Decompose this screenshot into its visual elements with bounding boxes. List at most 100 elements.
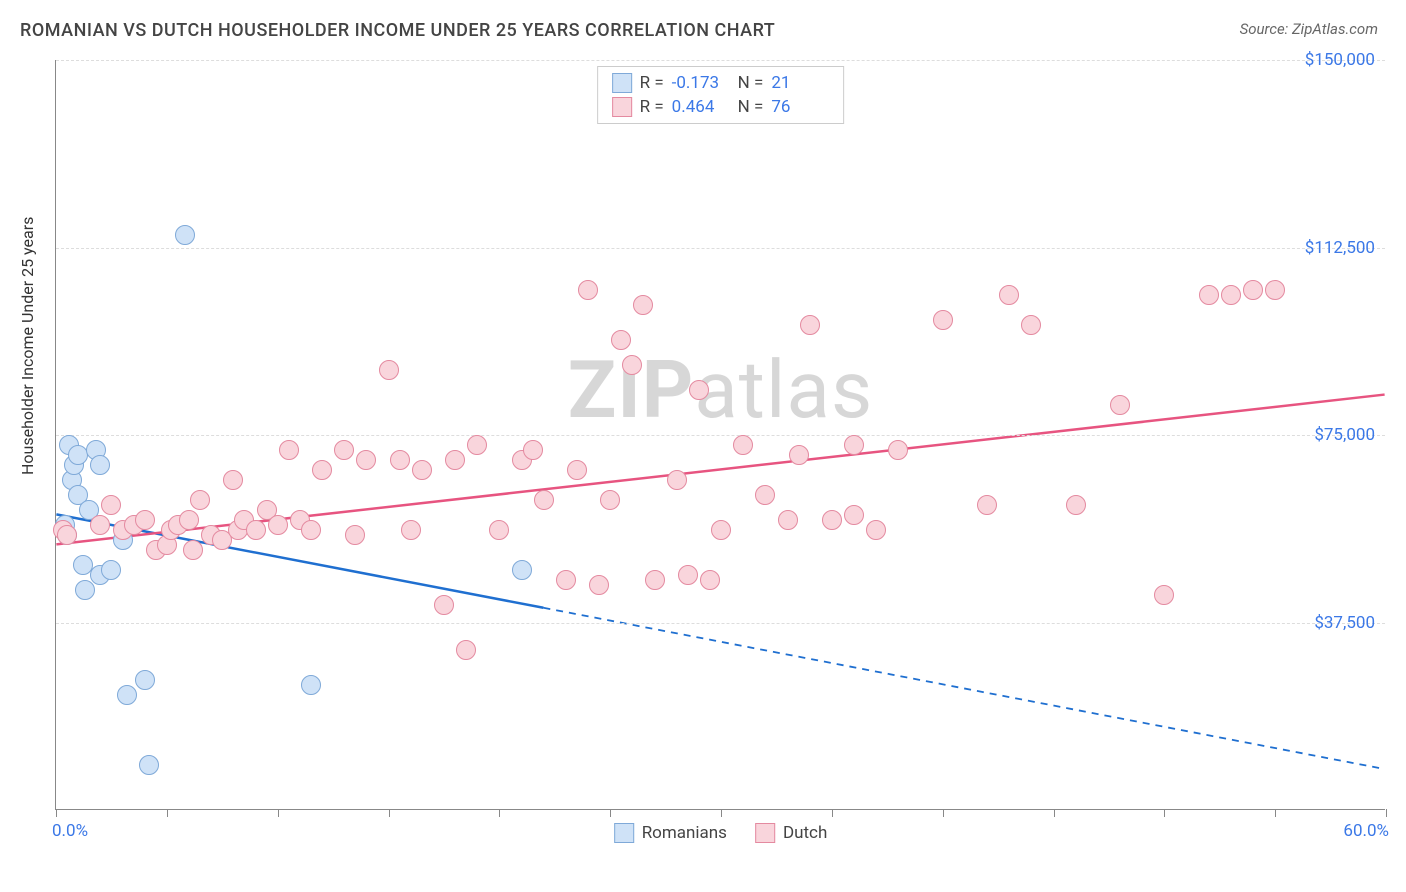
data-point xyxy=(689,380,709,400)
x-tick xyxy=(1275,809,1276,817)
source-label: Source: ZipAtlas.com xyxy=(1240,20,1378,38)
legend-swatch-romanians xyxy=(614,823,634,843)
data-point xyxy=(179,510,199,530)
data-point xyxy=(933,310,953,330)
data-point xyxy=(445,450,465,470)
data-point xyxy=(1243,280,1263,300)
data-point xyxy=(246,520,266,540)
data-point xyxy=(822,510,842,530)
data-point xyxy=(711,520,731,540)
chart-area: Householder Income Under 25 years ZIPatl… xyxy=(0,55,1406,870)
data-point xyxy=(101,495,121,515)
gridline-h xyxy=(56,623,1385,624)
watermark: ZIPatlas xyxy=(568,343,873,437)
data-point xyxy=(1154,585,1174,605)
data-point xyxy=(456,640,476,660)
r-value-dutch: 0.464 xyxy=(672,97,730,117)
data-point xyxy=(789,445,809,465)
data-point xyxy=(489,520,509,540)
data-point xyxy=(977,495,997,515)
data-point xyxy=(1021,315,1041,335)
data-point xyxy=(844,435,864,455)
y-tick-label: $37,500 xyxy=(1314,613,1375,633)
stats-row-dutch: R = 0.464 N = 76 xyxy=(608,95,834,119)
data-point xyxy=(700,570,720,590)
data-point xyxy=(301,675,321,695)
data-point xyxy=(117,685,137,705)
data-point xyxy=(312,460,332,480)
data-point xyxy=(523,440,543,460)
n-value-romanians: 21 xyxy=(771,73,829,93)
x-tick xyxy=(278,809,279,817)
data-point xyxy=(90,515,110,535)
y-tick-label: $150,000 xyxy=(1305,50,1375,70)
data-point xyxy=(512,560,532,580)
data-point xyxy=(301,520,321,540)
x-max-label: 60.0% xyxy=(1343,821,1389,841)
data-point xyxy=(379,360,399,380)
data-point xyxy=(75,580,95,600)
gridline-h xyxy=(56,248,1385,249)
data-point xyxy=(401,520,421,540)
data-point xyxy=(600,490,620,510)
x-tick xyxy=(832,809,833,817)
data-point xyxy=(633,295,653,315)
stats-row-romanians: R = -0.173 N = 21 xyxy=(608,71,834,95)
x-tick xyxy=(56,809,57,817)
data-point xyxy=(800,315,820,335)
data-point xyxy=(139,755,159,775)
data-point xyxy=(645,570,665,590)
data-point xyxy=(999,285,1019,305)
data-point xyxy=(567,460,587,480)
x-tick xyxy=(610,809,611,817)
data-point xyxy=(183,540,203,560)
data-point xyxy=(190,490,210,510)
data-point xyxy=(390,450,410,470)
swatch-dutch xyxy=(612,97,632,117)
data-point xyxy=(1110,395,1130,415)
legend-label-dutch: Dutch xyxy=(783,823,827,843)
data-point xyxy=(778,510,798,530)
data-point xyxy=(101,560,121,580)
gridline-h xyxy=(56,60,1385,61)
data-point xyxy=(622,355,642,375)
data-point xyxy=(866,520,886,540)
x-tick xyxy=(167,809,168,817)
data-point xyxy=(279,440,299,460)
watermark-light: atlas xyxy=(694,343,873,437)
data-point xyxy=(556,570,576,590)
legend-label-romanians: Romanians xyxy=(642,823,727,843)
data-point xyxy=(334,440,354,460)
x-tick xyxy=(389,809,390,817)
data-point xyxy=(755,485,775,505)
data-point xyxy=(844,505,864,525)
data-point xyxy=(733,435,753,455)
data-point xyxy=(467,435,487,455)
stats-legend-box: R = -0.173 N = 21 R = 0.464 N = 76 xyxy=(597,66,845,124)
x-tick xyxy=(1386,809,1387,817)
y-tick-label: $75,000 xyxy=(1314,425,1375,445)
r-label: R = xyxy=(640,97,664,117)
legend-bottom: Romanians Dutch xyxy=(614,823,828,843)
data-point xyxy=(57,525,77,545)
data-point xyxy=(534,490,554,510)
data-point xyxy=(135,670,155,690)
data-point xyxy=(1265,280,1285,300)
data-point xyxy=(223,470,243,490)
data-point xyxy=(578,280,598,300)
legend-swatch-dutch xyxy=(755,823,775,843)
chart-title: ROMANIAN VS DUTCH HOUSEHOLDER INCOME UND… xyxy=(20,20,775,41)
gridline-h xyxy=(56,435,1385,436)
r-value-romanians: -0.173 xyxy=(672,73,730,93)
r-label: R = xyxy=(640,73,664,93)
data-point xyxy=(667,470,687,490)
x-tick xyxy=(1164,809,1165,817)
y-axis-label: Householder Income Under 25 years xyxy=(18,217,37,475)
x-tick xyxy=(499,809,500,817)
data-point xyxy=(345,525,365,545)
y-tick-label: $112,500 xyxy=(1305,238,1375,258)
data-point xyxy=(589,575,609,595)
data-point xyxy=(1199,285,1219,305)
n-label: N = xyxy=(738,73,764,93)
data-point xyxy=(678,565,698,585)
